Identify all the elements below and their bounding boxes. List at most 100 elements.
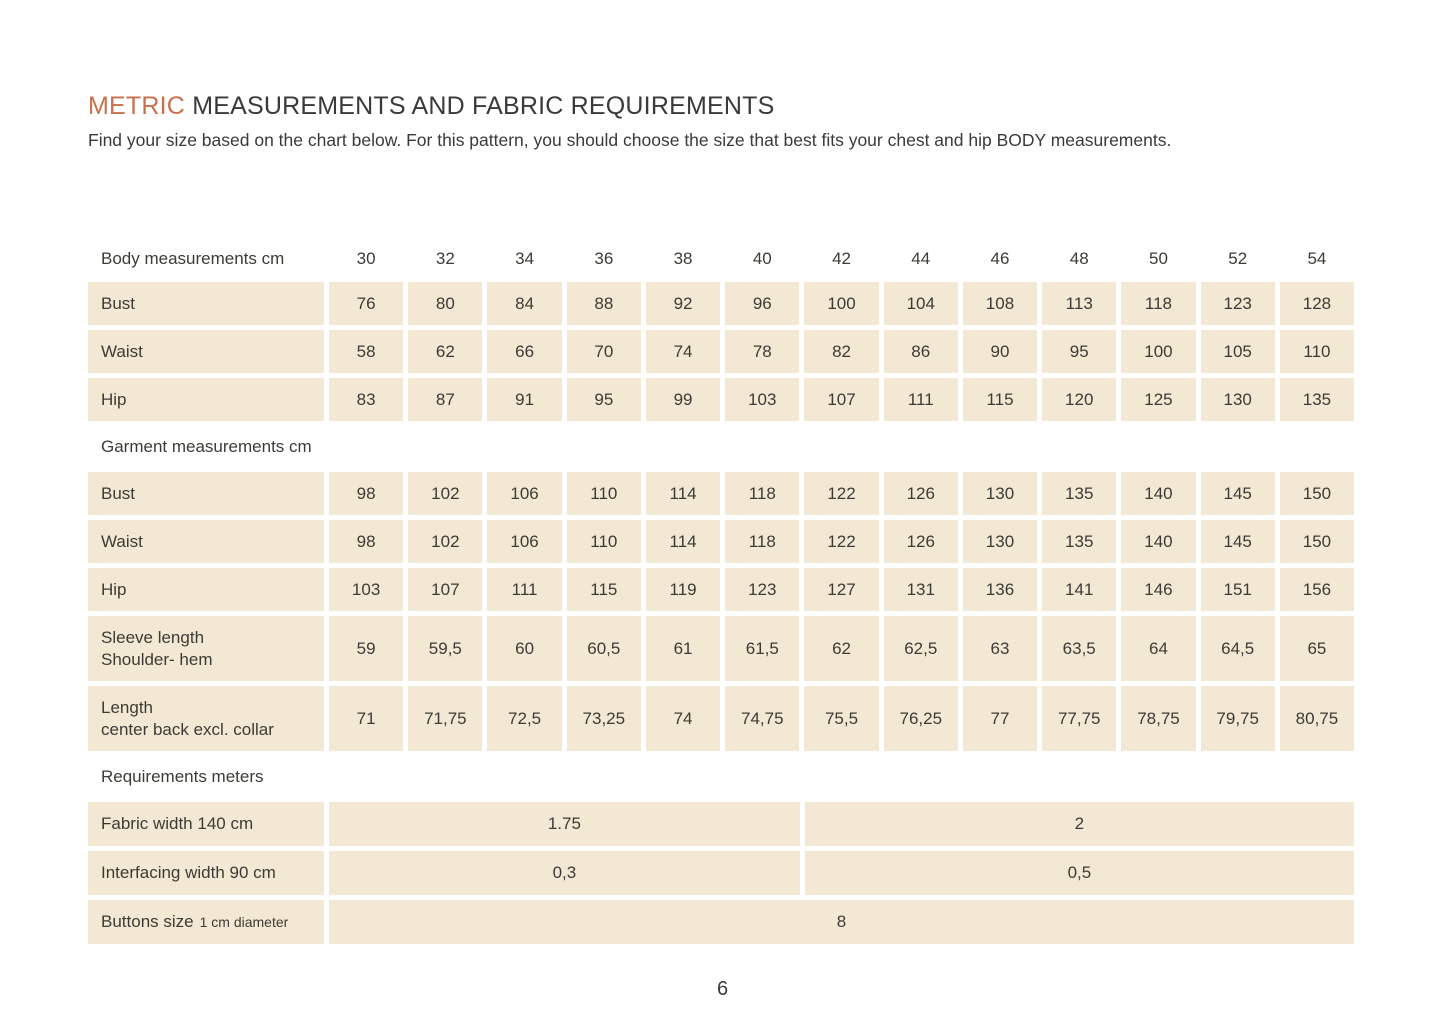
value-cell: 71,75 xyxy=(408,686,483,751)
table-row: Length center back excl. collar 71 71,75 72,… xyxy=(88,686,1355,751)
value-cell: 128 xyxy=(1279,282,1355,325)
merged-value-cell: 8 xyxy=(329,900,1354,944)
value-cell: 72,5 xyxy=(487,686,562,751)
merged-value-cell: 0,3 xyxy=(329,851,800,895)
value-cell: 150 xyxy=(1279,520,1355,563)
value-cell: 122 xyxy=(804,472,879,515)
row-label-line: Waist xyxy=(101,531,143,551)
value-cell: 102 xyxy=(408,520,483,563)
value-cell: 61,5 xyxy=(725,616,800,681)
value-cell: 106 xyxy=(487,472,562,515)
value-cell: 78,75 xyxy=(1121,686,1196,751)
value-cell: 119 xyxy=(645,568,721,611)
value-cell: 108 xyxy=(962,282,1038,325)
value-cell: 66 xyxy=(487,330,562,373)
size-column-header: 38 xyxy=(673,248,693,268)
value-cell: 135 xyxy=(1042,520,1117,563)
value-cell: 65 xyxy=(1279,616,1355,681)
value-cell: 127 xyxy=(804,568,879,611)
value-cell: 123 xyxy=(725,568,800,611)
size-column-header: 44 xyxy=(911,248,931,268)
value-cell: 74,75 xyxy=(725,686,800,751)
value-cell: 151 xyxy=(1200,568,1275,611)
table-row: Interfacing width 90 cm 0,3 0,5 xyxy=(88,851,1354,895)
row-label-line: Shoulder- hem xyxy=(101,649,213,669)
value-cell: 75,5 xyxy=(804,686,879,751)
row-label-line: Waist xyxy=(101,341,143,361)
value-cell: 70 xyxy=(566,330,641,373)
value-cell: 73,25 xyxy=(566,686,641,751)
value-cell: 84 xyxy=(487,282,562,325)
row-label-line: Interfacing width 90 cm xyxy=(101,863,276,883)
value-cell: 145 xyxy=(1200,520,1275,563)
value-cell: 114 xyxy=(645,520,721,563)
value-cell: 130 xyxy=(962,520,1038,563)
page-title: METRIC MEASUREMENTS AND FABRIC REQUIREME… xyxy=(88,92,1263,121)
table-row: Hip 83 87 91 95 99 103 107 111 115 120 125 130 135 xyxy=(88,378,1355,421)
section-header-row: Garment measurements cm xyxy=(88,426,1354,467)
value-cell: 140 xyxy=(1121,520,1196,563)
value-cell: 130 xyxy=(962,472,1038,515)
table-row: Bust 98 102 106 110 114 118 122 126 130 135 140 145 1… xyxy=(88,472,1355,515)
row-label-line: Bust xyxy=(101,293,136,313)
value-cell: 74 xyxy=(645,686,721,751)
value-cell: 96 xyxy=(725,282,800,325)
value-cell: 79,75 xyxy=(1200,686,1275,751)
size-column-header: 54 xyxy=(1307,248,1327,268)
row-label-line: Bust xyxy=(101,483,136,503)
page-subtitle: Find your size based on the chart below.… xyxy=(88,130,1172,150)
value-cell: 95 xyxy=(566,378,641,421)
section-header-label: Body measurements cm xyxy=(101,248,285,268)
merged-value-cell: 0,5 xyxy=(804,851,1354,895)
value-cell: 100 xyxy=(1121,330,1196,373)
value-cell: 64 xyxy=(1121,616,1196,681)
size-column-header: 48 xyxy=(1069,248,1089,268)
value-cell: 126 xyxy=(883,520,958,563)
value-cell: 105 xyxy=(1200,330,1275,373)
section-header-label: Garment measurements cm xyxy=(101,436,312,456)
size-chart-table: Body measurements cm 30 32 34 36 38 40 42 44 46 48… xyxy=(88,240,1355,944)
size-column-header: 34 xyxy=(515,248,535,268)
value-cell: 125 xyxy=(1121,378,1196,421)
value-cell: 118 xyxy=(725,520,800,563)
row-label: Sleeve length Shoulder- hem xyxy=(88,616,324,681)
section-header-row: Requirements meters xyxy=(88,756,1354,797)
title-text: MEASUREMENTS AND FABRIC REQUIREMENTS xyxy=(192,92,775,120)
value-cell: 123 xyxy=(1200,282,1275,325)
row-label: Fabric width 140 cm xyxy=(88,802,324,846)
value-cell: 71 xyxy=(329,686,404,751)
row-label: Waist xyxy=(88,330,324,373)
row-label: Bust xyxy=(88,472,324,515)
row-label: Interfacing width 90 cm xyxy=(88,851,324,895)
table-row: Waist 58 62 66 70 74 78 82 86 90 95 100 105 110 xyxy=(88,330,1355,373)
table-row: Hip 103 107 111 115 119 123 127 131 136 141 146 151 1… xyxy=(88,568,1355,611)
value-cell: 60,5 xyxy=(566,616,641,681)
value-cell: 64,5 xyxy=(1200,616,1275,681)
value-cell: 110 xyxy=(566,472,641,515)
row-label: Waist xyxy=(88,520,324,563)
row-label: Length center back excl. collar xyxy=(88,686,324,751)
value-cell: 110 xyxy=(1279,330,1355,373)
value-cell: 122 xyxy=(804,520,879,563)
value-cell: 95 xyxy=(1042,330,1117,373)
row-label: Buttons size 1 cm diameter xyxy=(88,900,324,944)
value-cell: 146 xyxy=(1121,568,1196,611)
value-cell: 59,5 xyxy=(408,616,483,681)
value-cell: 107 xyxy=(408,568,483,611)
value-cell: 99 xyxy=(645,378,721,421)
value-cell: 63,5 xyxy=(1042,616,1117,681)
value-cell: 103 xyxy=(329,568,404,611)
value-cell: 98 xyxy=(329,520,404,563)
value-cell: 113 xyxy=(1042,282,1117,325)
value-cell: 141 xyxy=(1042,568,1117,611)
table-row: Waist 98 102 106 110 114 118 122 126 130 135 140 145… xyxy=(88,520,1355,563)
value-cell: 104 xyxy=(883,282,958,325)
value-cell: 92 xyxy=(645,282,721,325)
value-cell: 111 xyxy=(883,378,958,421)
size-column-header: 30 xyxy=(356,248,376,268)
table-row: Sleeve length Shoulder- hem 59 59,5 60 60,5 61… xyxy=(88,616,1355,681)
value-cell: 80,75 xyxy=(1279,686,1355,751)
merged-value-cell: 2 xyxy=(804,802,1354,846)
table-row: Bust 76 80 84 88 92 96 100 104 108 113 118 123 128 xyxy=(88,282,1355,325)
value-cell: 88 xyxy=(566,282,641,325)
